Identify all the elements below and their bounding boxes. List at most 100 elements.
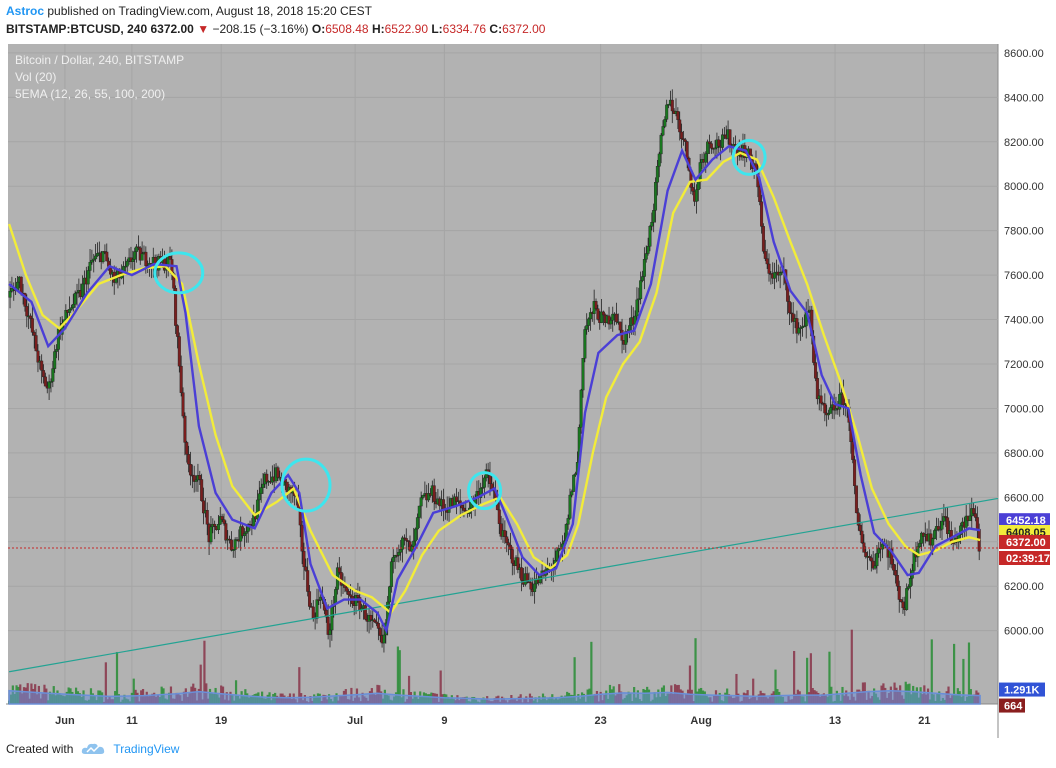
candle-down (224, 523, 228, 541)
plot-area (8, 44, 998, 704)
candle-up (873, 565, 877, 569)
candle-down (177, 336, 181, 367)
candle-up (609, 320, 613, 325)
candle-down (853, 459, 857, 486)
candle-up (261, 483, 265, 488)
candle-up (648, 226, 652, 247)
annotation-circle (280, 457, 332, 513)
candle-up (389, 561, 393, 587)
volume-bar (590, 641, 593, 704)
x-tick-label: Jul (347, 715, 363, 727)
candle-down (136, 246, 140, 249)
volume-ma-area (8, 689, 981, 705)
candle-up (918, 543, 922, 547)
candle-up (611, 313, 615, 321)
high-label: H: (371, 22, 385, 36)
candle-down (890, 548, 894, 565)
candle-down (462, 507, 466, 511)
candle-down (676, 111, 680, 121)
candle-down (198, 475, 202, 480)
candle-up (880, 543, 884, 550)
volume-bar (752, 678, 755, 704)
candle-down (596, 308, 600, 320)
chart-container[interactable]: 6000.006200.006400.006600.006800.007000.… (6, 44, 1050, 743)
last-price: 6372.00 (150, 22, 194, 36)
volume-bar (806, 657, 809, 704)
candle-up (255, 499, 259, 520)
candle-down (789, 312, 793, 315)
candle-up (94, 255, 98, 260)
candle-up (71, 304, 75, 308)
annotation-circle (467, 471, 503, 511)
candle-up (218, 516, 222, 525)
candle-up (635, 299, 639, 317)
volume-bar (115, 651, 119, 704)
author-name[interactable]: Astroc (6, 4, 45, 18)
candle-up (704, 153, 708, 163)
candle-up (773, 272, 777, 279)
candle-up (414, 528, 418, 542)
candle-up (51, 368, 55, 382)
candle-up (315, 599, 319, 619)
x-tick-label: 9 (441, 715, 447, 727)
candle-up (482, 477, 486, 488)
candle-up (931, 538, 935, 546)
candle-down (717, 139, 721, 147)
y-tick-label: 8000.00 (1004, 181, 1044, 193)
tradingview-link[interactable]: TradingView (113, 742, 180, 756)
candle-up (633, 315, 637, 325)
candle-down (858, 525, 862, 532)
candle-up (233, 539, 237, 550)
candle-up (81, 283, 85, 297)
x-tick-label: 13 (829, 715, 841, 727)
candle-up (642, 259, 646, 277)
candle-up (123, 265, 127, 268)
candle-up (968, 515, 972, 522)
ohlc-line: BITSTAMP:BTCUSD, 240 6372.00 ▼ −208.15 (… (6, 22, 545, 36)
candle-down (376, 623, 380, 629)
candle-up (579, 389, 583, 428)
candle-up (417, 505, 421, 518)
candle-up (639, 280, 643, 300)
candle-up (696, 181, 700, 190)
candle-up (905, 588, 909, 610)
x-tick-label: 23 (595, 715, 607, 727)
candle-up (399, 549, 403, 553)
volume-bar (132, 678, 135, 704)
candle-up (8, 290, 12, 298)
close-label: C: (489, 22, 503, 36)
candle-up (382, 634, 386, 644)
candle-down (709, 143, 713, 149)
candle-down (607, 315, 611, 325)
candle-up (555, 550, 559, 561)
candle-down (507, 542, 511, 546)
volume-label-vol_ma: 1.291K (1004, 685, 1040, 697)
candle-down (760, 201, 764, 227)
down-arrow-icon: ▼ (197, 22, 210, 36)
tradingview-cloud-icon (82, 743, 105, 754)
candle-up (627, 325, 631, 332)
candle-down (326, 616, 330, 635)
candle-up (242, 533, 246, 537)
candle-up (657, 153, 661, 167)
candle-up (916, 546, 920, 558)
candle-down (594, 301, 598, 309)
candle-up (663, 119, 667, 127)
candle-up (665, 104, 669, 120)
volume-bar (962, 658, 965, 704)
candle-down (34, 335, 38, 352)
candle-up (778, 272, 782, 276)
open-value: 6508.48 (325, 22, 369, 36)
volume-bar (930, 639, 933, 704)
footer: Created with TradingView (6, 742, 179, 756)
candle-down (174, 288, 178, 326)
candle-down (936, 526, 940, 530)
candle-down (795, 318, 799, 334)
candle-up (244, 531, 248, 534)
candle-up (133, 251, 137, 260)
candle-down (348, 594, 352, 597)
candle-down (337, 567, 341, 573)
candle-up (533, 583, 537, 592)
price-chart[interactable]: 6000.006200.006400.006600.006800.007000.… (6, 44, 1050, 738)
candle-down (345, 587, 349, 592)
